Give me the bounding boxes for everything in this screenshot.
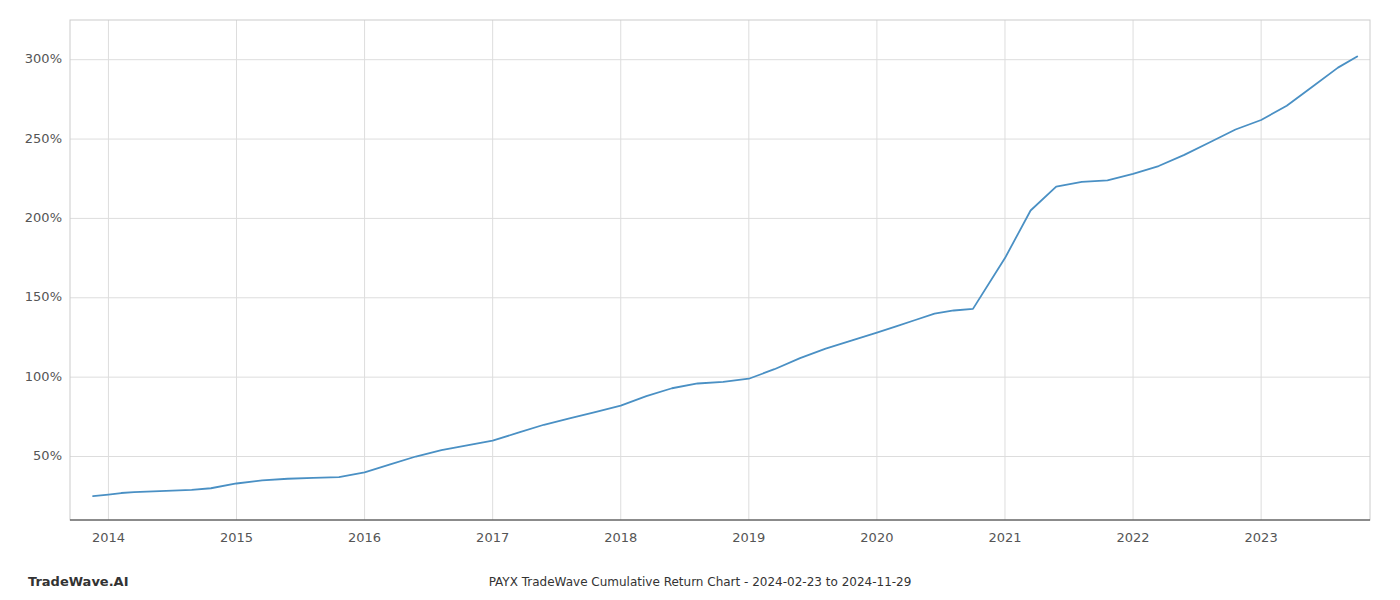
x-grid-line (1261, 20, 1262, 520)
x-tick-label: 2021 (988, 530, 1021, 545)
x-grid-line (236, 20, 237, 520)
axes: 50% 100% 150% 200% 250% 300% 2014 2015 2016 2017 2… (25, 20, 1370, 545)
x-tick-label: 2016 (348, 530, 381, 545)
x-grid-line (364, 20, 365, 520)
y-tick-label: 250% (25, 131, 62, 146)
line-series (93, 57, 1357, 497)
chart-container: 50% 100% 150% 200% 250% 300% 2014 2015 2016 2017 2… (0, 0, 1400, 600)
y-grid-line (70, 59, 1370, 60)
y-grid-line (70, 139, 1370, 140)
y-tick-label: 100% (25, 369, 62, 384)
chart: 50% 100% 150% 200% 250% 300% 2014 2015 2016 2017 2… (0, 0, 1400, 600)
plot-frame (70, 20, 1370, 520)
x-tick-label: 2014 (92, 530, 125, 545)
grid (70, 20, 1370, 520)
x-axis-line (70, 519, 1370, 520)
background (0, 0, 1400, 600)
x-tick-label: 2022 (1117, 530, 1150, 545)
x-tick-label: 2023 (1245, 530, 1278, 545)
x-tick-label: 2019 (732, 530, 765, 545)
y-tick-label: 150% (25, 289, 62, 304)
x-grid-line (748, 20, 749, 520)
y-grid-line (70, 218, 1370, 219)
x-grid-line (876, 20, 877, 520)
x-grid-line (492, 20, 493, 520)
x-tick-label: 2015 (220, 530, 253, 545)
y-grid-line (70, 377, 1370, 378)
title: PAYX TradeWave Cumulative Return Chart -… (489, 575, 912, 589)
y-grid-line (70, 456, 1370, 457)
x-grid-line (1004, 20, 1005, 520)
plot-area (93, 57, 1357, 497)
x-grid-line (1133, 20, 1134, 520)
x-tick-label: 2017 (476, 530, 509, 545)
watermark: TradeWave.AI (28, 574, 129, 589)
x-grid-line (620, 20, 621, 520)
y-tick-label: 200% (25, 210, 62, 225)
y-tick-label: 300% (25, 51, 62, 66)
x-grid-line (108, 20, 109, 520)
y-grid-line (70, 297, 1370, 298)
x-tick-label: 2018 (604, 530, 637, 545)
x-tick-label: 2020 (860, 530, 893, 545)
y-tick-label: 50% (33, 448, 62, 463)
